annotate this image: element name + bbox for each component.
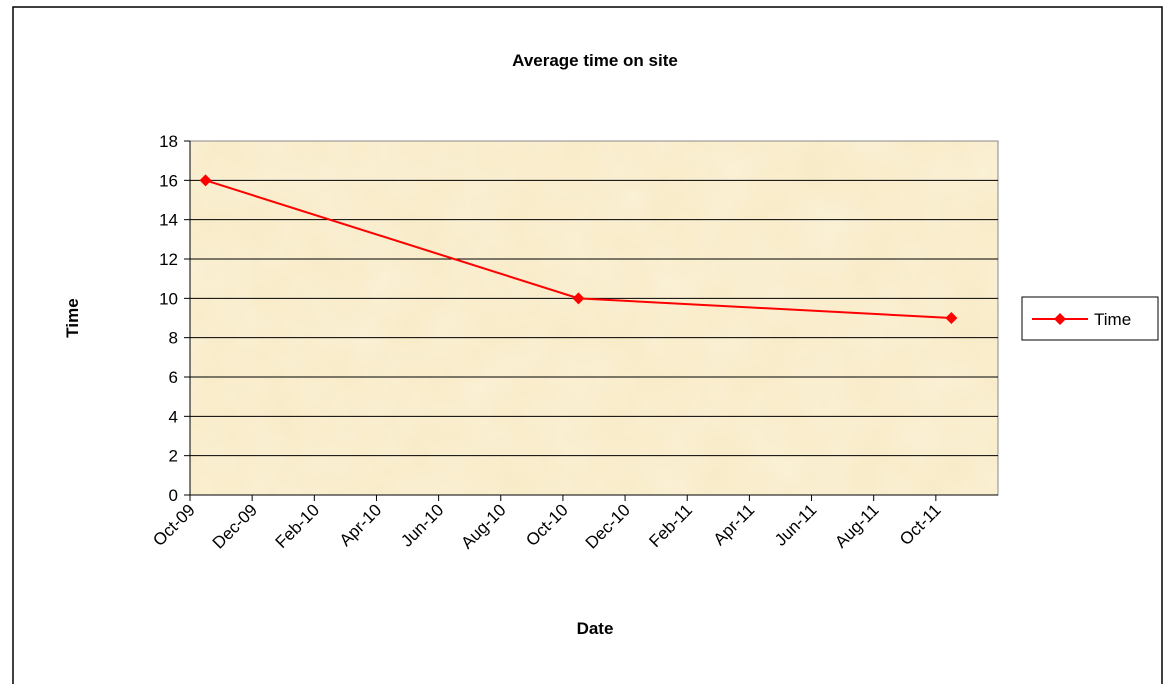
y-tick-label: 18	[159, 132, 178, 151]
y-tick-label: 14	[159, 211, 178, 230]
legend-marker	[1054, 313, 1066, 325]
point	[199, 174, 212, 187]
y-tick-label: 6	[169, 368, 178, 387]
x-axis-label: Date	[577, 619, 614, 638]
chart-title: Average time on site	[512, 51, 678, 70]
legend-label: Time	[1094, 310, 1131, 329]
y-tick-label: 2	[169, 447, 178, 466]
y-tick-label: 12	[159, 250, 178, 269]
y-tick-label: 4	[169, 407, 178, 426]
point	[945, 312, 958, 324]
y-tick-label: 16	[159, 171, 178, 190]
y-tick-label: 10	[159, 289, 178, 308]
point	[572, 292, 585, 305]
plot-texture	[190, 141, 998, 495]
y-tick-label: 8	[169, 329, 178, 348]
y-axis-label: Time	[63, 298, 82, 337]
y-tick-label: 0	[169, 486, 178, 505]
